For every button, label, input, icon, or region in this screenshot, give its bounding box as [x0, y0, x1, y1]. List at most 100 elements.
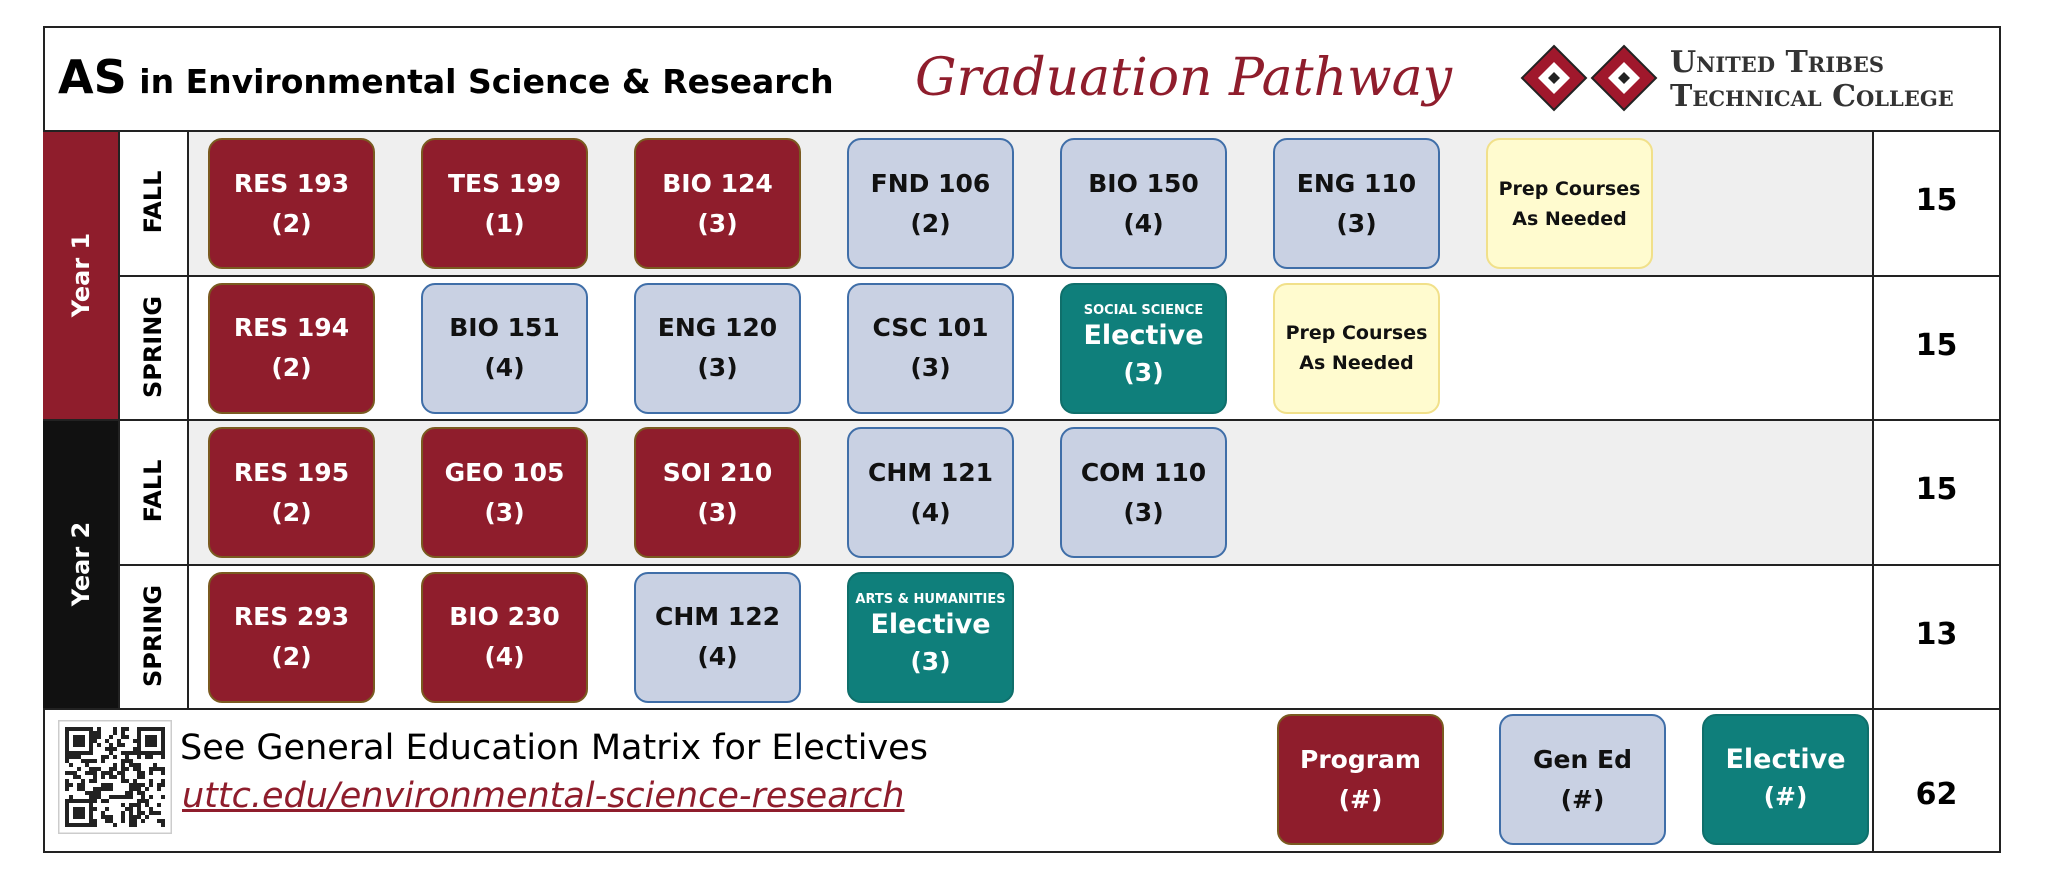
qr-module [73, 751, 77, 755]
qr-module [117, 739, 121, 743]
qr-module [109, 819, 113, 823]
qr-module [93, 791, 97, 795]
qr-module [105, 787, 109, 791]
course-tag: SOCIAL SCIENCE [1083, 303, 1204, 318]
qr-module [77, 727, 81, 731]
qr-module [93, 731, 97, 735]
term-label: FALL [138, 170, 167, 234]
qr-module [81, 807, 85, 811]
qr-module [161, 779, 165, 783]
qr-module [93, 739, 97, 743]
qr-module [69, 783, 73, 787]
qr-module [89, 823, 93, 827]
qr-module [149, 811, 153, 815]
qr-module [137, 739, 141, 743]
qr-module [69, 763, 73, 767]
qr-module [81, 799, 85, 803]
qr-module [77, 767, 81, 771]
qr-module [129, 815, 133, 819]
total-credits: 62 [1915, 777, 1958, 812]
qr-module [81, 783, 85, 787]
qr-module [89, 747, 93, 751]
qr-module [161, 739, 165, 743]
qr-module [93, 767, 97, 771]
course-line: As Needed [1512, 207, 1627, 230]
course-box: CSC 101 (3) [847, 282, 1014, 414]
course-line: ENG 110 [1296, 168, 1417, 198]
course-box: COM 110 (3) [1060, 427, 1227, 558]
rule-line [43, 708, 2001, 710]
qr-module [133, 767, 137, 771]
qr-module [101, 815, 105, 819]
qr-module [137, 791, 141, 795]
program-link[interactable]: uttc.edu/environmental-science-research [182, 776, 905, 816]
qr-module [125, 795, 129, 799]
qr-module [101, 771, 105, 775]
course-box: Prep Courses As Needed [1273, 282, 1440, 414]
qr-module [161, 743, 165, 747]
qr-module [137, 755, 141, 759]
qr-module [77, 775, 81, 779]
qr-module [137, 751, 141, 755]
qr-module [141, 751, 145, 755]
rule-line [1872, 131, 1874, 853]
course-box: RES 194 (2) [208, 282, 375, 414]
course-box: CHM 121 (4) [847, 427, 1014, 558]
qr-module [125, 735, 129, 739]
qr-module [125, 791, 129, 795]
qr-module [145, 735, 149, 739]
qr-module [141, 819, 145, 823]
qr-module [121, 743, 125, 747]
course-box: Elective (#) [1702, 714, 1869, 845]
course-line: (4) [1123, 208, 1164, 238]
qr-code [58, 720, 172, 834]
qr-module [73, 727, 77, 731]
qr-module [149, 727, 153, 731]
course-line: (#) [1338, 784, 1383, 814]
qr-module [93, 823, 97, 827]
qr-module [81, 811, 85, 815]
qr-module [93, 787, 97, 791]
qr-module [125, 767, 129, 771]
qr-module [149, 807, 153, 811]
logo-center [1548, 72, 1630, 84]
qr-module [81, 727, 85, 731]
course-box: Gen Ed (#) [1499, 714, 1666, 845]
course-line: (#) [1763, 781, 1808, 811]
qr-module [81, 779, 85, 783]
course-box: RES 293 (2) [208, 571, 375, 703]
qr-module [129, 751, 133, 755]
qr-module [121, 767, 125, 771]
course-line: As Needed [1299, 352, 1414, 374]
qr-module [89, 799, 93, 803]
course-line: CSC 101 [872, 313, 989, 342]
qr-module [141, 727, 145, 731]
qr-module [97, 731, 101, 735]
qr-module [149, 735, 153, 739]
qr-module [145, 727, 149, 731]
qr-module [89, 739, 93, 743]
qr-module [121, 795, 125, 799]
qr-module [121, 751, 125, 755]
qr-module [133, 823, 137, 827]
qr-module [65, 747, 69, 751]
qr-module [125, 779, 129, 783]
qr-module [77, 743, 81, 747]
qr-module [113, 755, 117, 759]
qr-module [97, 743, 101, 747]
qr-module [145, 799, 149, 803]
course-line: BIO 230 [449, 602, 560, 631]
qr-module [145, 755, 149, 759]
course-line: SOI 210 [662, 457, 773, 487]
qr-module [65, 779, 69, 783]
qr-module [113, 767, 117, 771]
course-line: RES 193 [233, 168, 350, 198]
qr-module [145, 803, 149, 807]
qr-module [113, 747, 117, 751]
qr-module [137, 799, 141, 803]
qr-module [161, 823, 165, 827]
year-band [43, 420, 118, 709]
qr-module [65, 739, 69, 743]
qr-module [77, 823, 81, 827]
